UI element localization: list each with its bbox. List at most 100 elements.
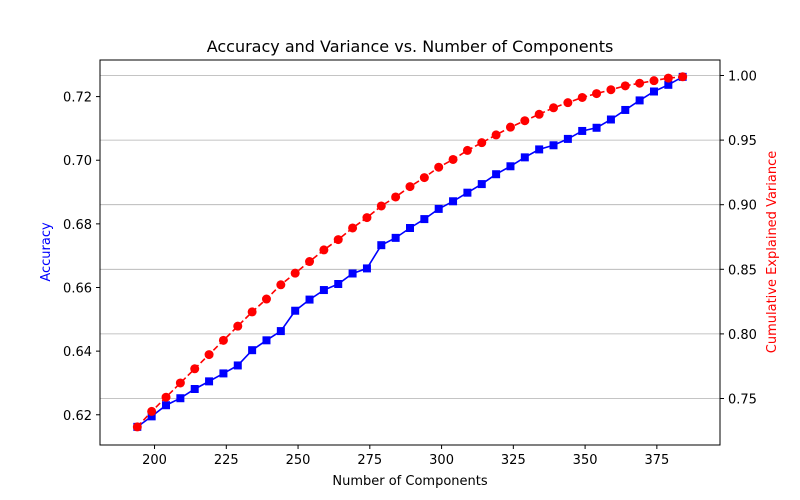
accuracy-point bbox=[276, 327, 285, 336]
accuracy-point bbox=[377, 241, 386, 250]
accuracy-point bbox=[578, 126, 587, 135]
y-right-tick-label-4: 0.95 bbox=[728, 134, 757, 149]
series-layer bbox=[132, 72, 688, 432]
accuracy-point bbox=[305, 295, 314, 304]
y-right-tick-label-5: 1.00 bbox=[728, 70, 757, 85]
y-right-tick-label-2: 0.85 bbox=[728, 263, 757, 278]
accuracy-point bbox=[205, 377, 214, 386]
variance-point bbox=[606, 85, 616, 95]
variance-point bbox=[376, 201, 386, 211]
x-tick-label-5: 325 bbox=[501, 453, 526, 468]
variance-point bbox=[276, 280, 286, 290]
variance-point bbox=[190, 364, 200, 374]
accuracy-point bbox=[176, 394, 185, 403]
y-left-tick-label-3: 0.68 bbox=[63, 218, 92, 233]
plot-frame bbox=[99, 59, 721, 446]
y-left-tick-label-4: 0.70 bbox=[63, 154, 92, 169]
variance-point bbox=[649, 76, 659, 86]
variance-point bbox=[305, 257, 315, 267]
x-tick-label-2: 250 bbox=[286, 453, 311, 468]
x-tick-label-0: 200 bbox=[142, 453, 167, 468]
variance-point bbox=[419, 173, 429, 183]
variance-point bbox=[333, 235, 343, 245]
accuracy-point bbox=[434, 204, 443, 213]
x-tick-label-1: 225 bbox=[214, 453, 239, 468]
x-tick-label-3: 275 bbox=[357, 453, 382, 468]
accuracy-point bbox=[362, 264, 371, 273]
variance-point bbox=[391, 192, 401, 202]
variance-point bbox=[290, 268, 300, 278]
y-axis-left-title: Accuracy bbox=[39, 222, 54, 282]
variance-point bbox=[204, 350, 214, 360]
x-tick-label-7: 375 bbox=[644, 453, 669, 468]
variance-line bbox=[136, 76, 683, 428]
y-left-tick-label-2: 0.66 bbox=[63, 282, 92, 297]
y-axis-right-title: Cumulative Explained Variance bbox=[765, 151, 780, 353]
accuracy-point bbox=[348, 269, 357, 278]
variance-point bbox=[362, 213, 372, 223]
x-tick-label-4: 300 bbox=[429, 453, 454, 468]
accuracy-point bbox=[334, 280, 343, 288]
chart-title: Accuracy and Variance vs. Number of Comp… bbox=[207, 37, 614, 56]
variance-point bbox=[405, 182, 415, 192]
y-right-tick-label-3: 0.90 bbox=[728, 199, 757, 214]
variance-point bbox=[577, 92, 587, 102]
accuracy-point bbox=[535, 145, 544, 154]
accuracy-point bbox=[477, 180, 486, 189]
y-right-tick-label-1: 0.80 bbox=[728, 328, 757, 343]
accuracy-point bbox=[549, 141, 558, 150]
variance-point bbox=[233, 321, 243, 331]
accuracy-point bbox=[449, 197, 458, 206]
accuracy-point bbox=[248, 346, 257, 355]
accuracy-point bbox=[190, 385, 199, 393]
variance-point bbox=[175, 378, 185, 388]
variance-point bbox=[549, 103, 559, 113]
accuracy-point bbox=[492, 170, 501, 179]
x-axis-title: Number of Components bbox=[332, 474, 487, 489]
accuracy-point bbox=[463, 188, 472, 197]
variance-point bbox=[348, 223, 358, 233]
variance-point bbox=[218, 335, 228, 345]
accuracy-point bbox=[291, 306, 300, 315]
accuracy-point bbox=[592, 123, 601, 132]
accuracy-series bbox=[133, 72, 687, 431]
y-right-tick-label-0: 0.75 bbox=[728, 392, 757, 407]
variance-point bbox=[620, 81, 630, 91]
variance-point bbox=[132, 422, 142, 432]
y-axis-right: 0.75 0.80 0.85 0.90 0.95 1.00 bbox=[720, 70, 757, 407]
variance-point bbox=[434, 162, 444, 172]
variance-point bbox=[147, 406, 157, 416]
accuracy-point bbox=[506, 162, 515, 171]
variance-point bbox=[663, 73, 673, 83]
accuracy-point bbox=[563, 134, 572, 143]
accuracy-point bbox=[635, 96, 644, 105]
accuracy-point bbox=[420, 215, 429, 224]
x-tick-label-6: 350 bbox=[573, 453, 598, 468]
variance-point bbox=[635, 78, 645, 88]
accuracy-point bbox=[520, 153, 529, 162]
accuracy-point bbox=[621, 105, 630, 114]
accuracy-point bbox=[649, 87, 658, 96]
variance-point bbox=[534, 109, 544, 119]
accuracy-line bbox=[136, 76, 684, 428]
x-axis: 200 225 250 275 300 325 350 375 bbox=[142, 445, 669, 468]
accuracy-point bbox=[606, 115, 615, 124]
accuracy-point bbox=[664, 80, 673, 89]
variance-point bbox=[592, 89, 602, 99]
variance-point bbox=[477, 138, 487, 148]
accuracy-point bbox=[147, 412, 156, 421]
accuracy-point bbox=[406, 224, 414, 232]
accuracy-point bbox=[233, 361, 242, 370]
grid-lines bbox=[100, 75, 720, 399]
variance-series bbox=[132, 72, 688, 432]
variance-point bbox=[161, 392, 171, 402]
variance-point bbox=[678, 72, 688, 82]
y-left-tick-label-1: 0.64 bbox=[63, 345, 92, 360]
variance-point bbox=[261, 294, 271, 304]
accuracy-point bbox=[391, 233, 400, 242]
y-axis-left: 0.62 0.64 0.66 0.68 0.70 0.72 bbox=[63, 91, 100, 424]
accuracy-point bbox=[262, 336, 271, 345]
variance-point bbox=[491, 130, 501, 140]
variance-point bbox=[520, 116, 530, 126]
